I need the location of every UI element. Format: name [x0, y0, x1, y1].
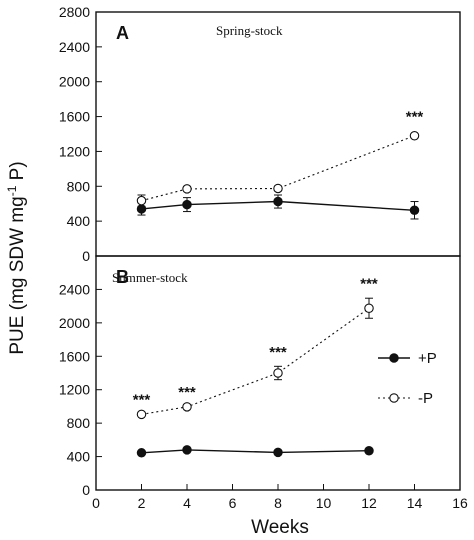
panel-a-letter: A [116, 23, 129, 43]
panel-a-plus-p-point [409, 205, 420, 216]
panel-a-y-tick-label: 2000 [59, 74, 90, 90]
panel-a-y-tick-label: 2400 [59, 39, 90, 55]
panel-a-y-tick-label: 2800 [59, 4, 90, 20]
panel-a-y-tick-label: 400 [67, 213, 91, 229]
panel-a: 0 400 800 1200 1600 2000 2400 2800 A Spring-stock… [59, 4, 461, 264]
panel-b-y-tick-label: 2000 [59, 315, 90, 331]
panel-b-y-tick-label: 1200 [59, 382, 90, 398]
panel-a-y-tick-label: 800 [67, 178, 91, 194]
panel-b-y-tick-label: 400 [67, 449, 91, 465]
panel-b-plus-p-point [182, 445, 192, 455]
panel-a-y-tick-label: 1200 [59, 143, 90, 159]
legend-plus-p-marker [389, 353, 399, 363]
panel-a-plus-p-point [182, 199, 192, 210]
x-axis: 0 2 4 6 8 10 12 14 16 [92, 484, 468, 511]
panel-b-significance-label: *** [178, 384, 196, 401]
x-tick-label: 0 [92, 495, 100, 511]
x-tick-label: 2 [138, 495, 146, 511]
panel-b-significance-label: *** [133, 392, 151, 409]
panel-b-y-tick-label: 800 [67, 415, 91, 431]
panel-b-minus-p-point [364, 303, 374, 313]
panel-a-minus-p-point [273, 183, 283, 194]
x-tick-label: 4 [183, 495, 191, 511]
legend: +P -P [378, 350, 437, 407]
panel-b-y-tick-label: 1600 [59, 348, 90, 364]
panel-a-significance-label: *** [406, 109, 424, 126]
panel-b-title: Summer-stock [112, 270, 188, 285]
panel-a-minus-p-point [136, 195, 147, 206]
x-tick-label: 6 [229, 495, 237, 511]
panel-b-plus-p-point [136, 448, 147, 458]
panel-a-plus-p-point [273, 196, 283, 207]
panel-b-letter: B [116, 267, 129, 287]
x-tick-label: 12 [361, 495, 377, 511]
legend-minus-p-label: -P [418, 390, 433, 407]
panel-a-minus-p-point [182, 184, 192, 194]
panel-b-plus-p-point [364, 445, 374, 456]
panel-b-minus-p-line [141, 307, 370, 415]
panel-b-minus-p-point [182, 402, 192, 412]
x-tick-label: 10 [316, 495, 332, 511]
legend-plus-p-label: +P [418, 350, 437, 367]
panel-b-significance-label: *** [269, 344, 287, 361]
panel-b-plus-p-line [141, 449, 370, 454]
panel-a-title: Spring-stock [216, 23, 283, 38]
x-tick-label: 16 [452, 495, 468, 511]
panel-a-plus-p-line [141, 200, 415, 211]
panel-b-y-tick-label: 0 [82, 482, 90, 498]
panel-a-minus-p-line [141, 135, 415, 202]
legend-minus-p-marker [389, 393, 399, 403]
x-tick-label: 8 [274, 495, 282, 511]
panel-b-significance-label: *** [360, 276, 378, 293]
panel-b-minus-p-point [136, 409, 147, 420]
y-axis-label: PUE (mg SDW mg-1 P) [5, 161, 28, 354]
panel-a-frame [95, 11, 461, 257]
x-tick-label: 14 [407, 495, 423, 511]
x-axis-label: Weeks [251, 517, 309, 538]
panel-b-minus-p-point [273, 368, 283, 378]
panel-a-y-tick-label: 1600 [59, 109, 90, 125]
panel-a-y-tick-label: 0 [82, 248, 90, 264]
panel-a-minus-p-point [409, 130, 420, 141]
panel-b-plus-p-point [273, 447, 283, 458]
panel-b-y-tick-label: 2400 [59, 281, 90, 297]
